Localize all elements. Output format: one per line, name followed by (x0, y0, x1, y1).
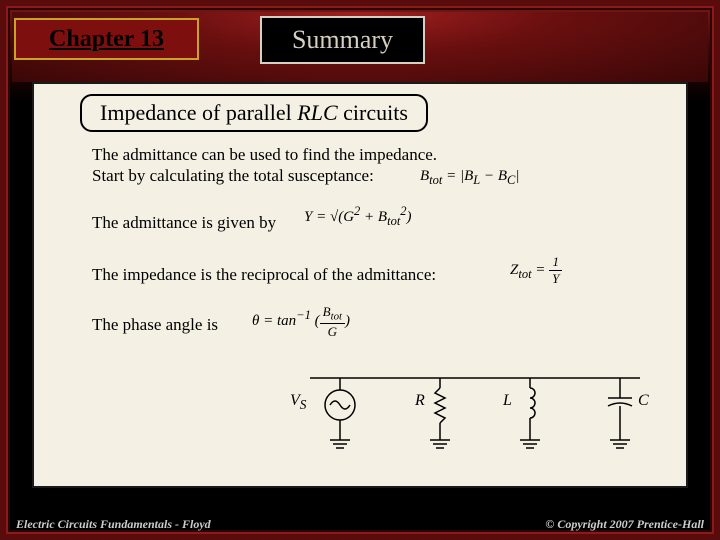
footer-right: © Copyright 2007 Prentice-Hall (545, 517, 704, 532)
label-r: R (415, 392, 425, 410)
circuit-svg (280, 360, 660, 470)
chapter-label: Chapter 13 (49, 26, 164, 53)
label-c: C (638, 392, 649, 410)
circuit-diagram: VS R L C (280, 360, 660, 470)
subtitle-box: Impedance of parallel RLC circuits (80, 94, 428, 132)
formula-z: Ztot = 1Y (510, 254, 562, 287)
footer-left: Electric Circuits Fundamentals - Floyd (16, 517, 211, 532)
paragraph-4: The phase angle is (92, 314, 218, 335)
formula-theta: θ = tan−1 (BtotG) (252, 304, 350, 340)
summary-badge: Summary (260, 16, 425, 64)
formula-y: Y = √(G2 + Btot2) (304, 204, 412, 229)
chapter-badge: Chapter 13 (14, 18, 199, 60)
subtitle-text: Impedance of parallel RLC circuits (100, 100, 408, 125)
paragraph-3: The impedance is the reciprocal of the a… (92, 264, 436, 285)
summary-label: Summary (292, 25, 393, 55)
formula-btot: Btot = |BL − BC| (420, 168, 520, 188)
paragraph-2: The admittance is given by (92, 212, 276, 233)
label-l: L (503, 392, 512, 410)
paragraph-1: The admittance can be used to find the i… (92, 144, 472, 187)
label-vs: VS (290, 392, 306, 413)
